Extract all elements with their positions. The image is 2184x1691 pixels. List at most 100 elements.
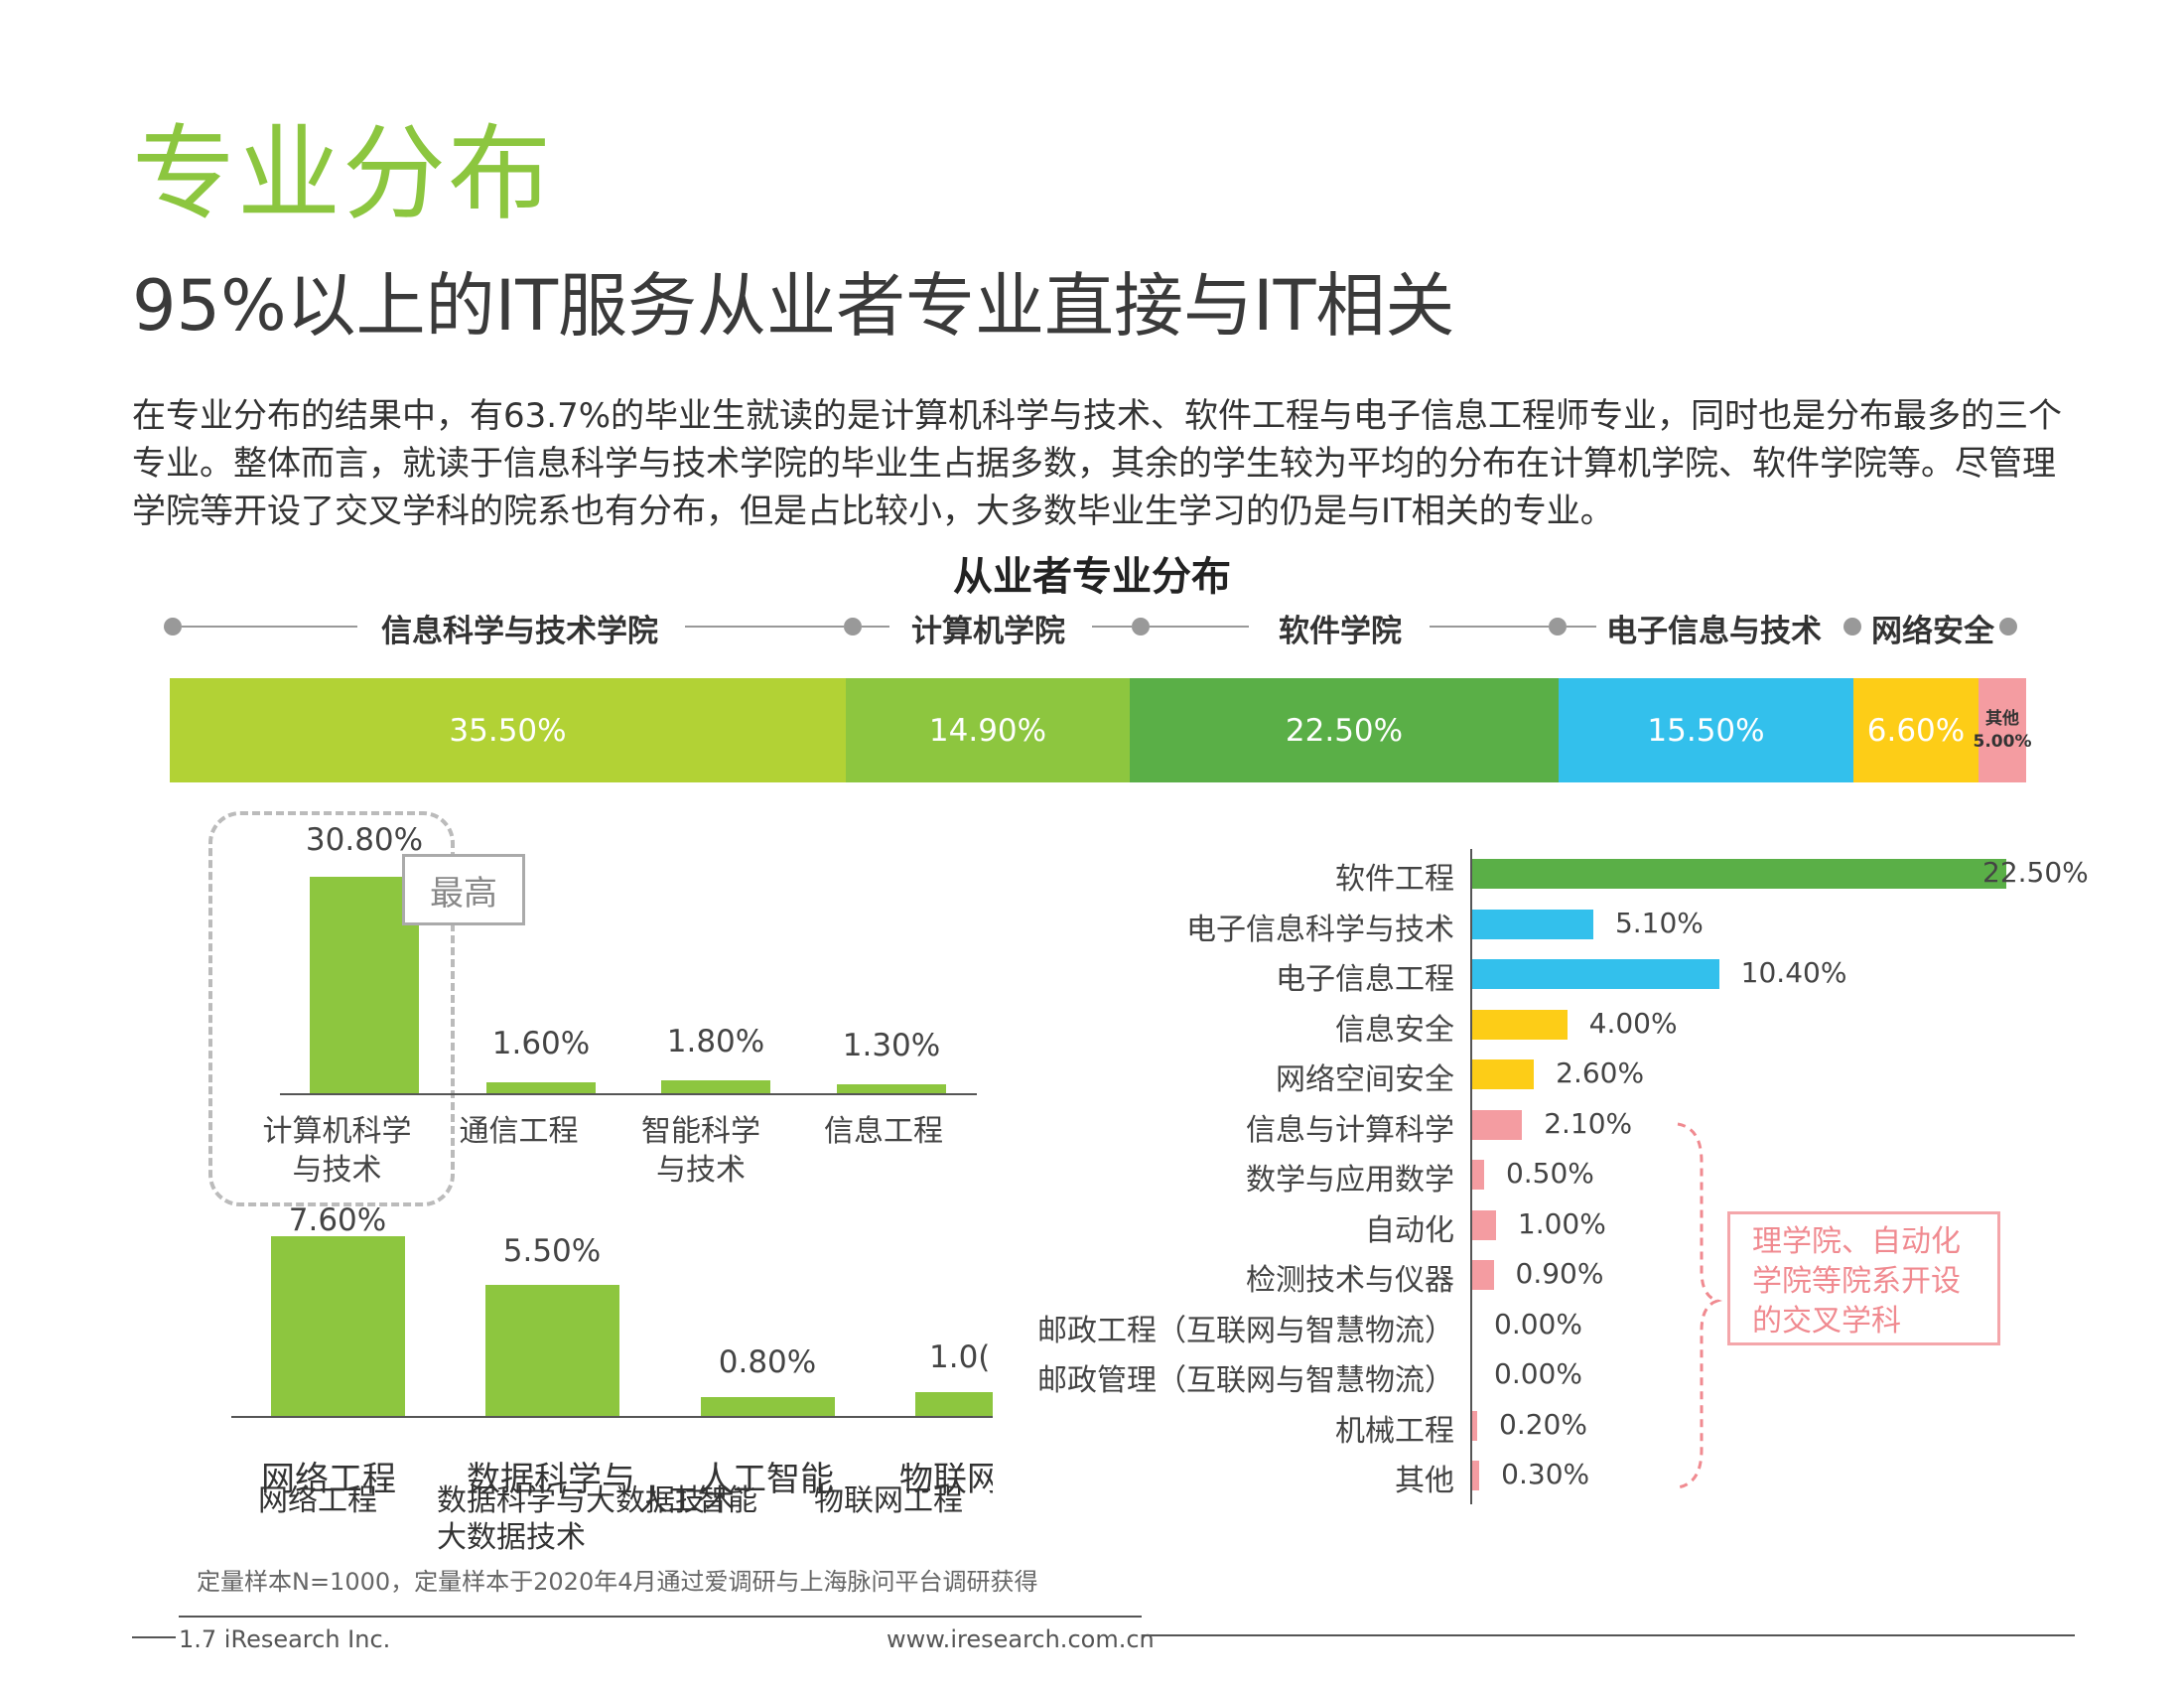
major-bar: [1472, 1160, 1484, 1190]
bar-value-label: 30.80%: [305, 822, 424, 858]
stacked-segment-software: 22.50%: [1130, 678, 1559, 782]
major-category-label: 邮政管理（互联网与智慧物流）: [1037, 1363, 1454, 1398]
major-bar: [1472, 959, 1719, 989]
timeline-line: [182, 626, 357, 628]
major-value-label: 0.00%: [1494, 1307, 1582, 1340]
bar-value-label: 1.0(: [929, 1339, 991, 1375]
segment-value: 14.90%: [928, 712, 1047, 749]
intro-paragraph: 在专业分布的结果中，有63.7%的毕业生就读的是计算机科学与技术、软件工程与电子…: [132, 396, 2063, 531]
major-value-label: 5.10%: [1614, 906, 1704, 939]
category-label: 智能科学与技术: [641, 1114, 760, 1188]
section-title: 专业分布: [132, 113, 554, 234]
footer-url: www.iresearch.com.cn: [887, 1625, 1155, 1653]
major-bar: [1472, 909, 1593, 939]
category-label-overlay: 数据科学与大数据技术: [437, 1483, 735, 1518]
timeline-label-computer: 计算机学院: [911, 614, 1065, 649]
headline: 95%以上的IT服务从业者专业直接与IT相关: [132, 265, 1455, 347]
major-value-label: 0.90%: [1515, 1257, 1604, 1290]
footnote: 定量样本N=1000，定量样本于2020年4月通过爱调研与上海脉问平台调研获得: [197, 1568, 1038, 1596]
major-value-label: 1.00%: [1517, 1206, 1606, 1240]
category-label: 信息工程: [824, 1114, 943, 1149]
bar-ai: [701, 1397, 835, 1416]
segment-value: 22.50%: [1285, 712, 1404, 749]
timeline-line: [1150, 626, 1249, 628]
timeline-label-electronic: 电子信息与技术: [1606, 614, 1822, 649]
timeline-line: [1567, 626, 1596, 628]
category-label: 物联网: [899, 1463, 993, 1496]
bracket-annotation-icon: [1677, 1122, 1723, 1489]
major-category-label: 网络空间安全: [1276, 1062, 1454, 1097]
major-value-label: 0.50%: [1505, 1157, 1594, 1190]
major-category-label: 检测技术与仪器: [1246, 1263, 1454, 1298]
bar-cs: [310, 877, 419, 1093]
bar-info-eng: [837, 1084, 946, 1093]
timeline-dot: [164, 618, 182, 635]
bar-network-eng: [271, 1236, 405, 1416]
major-bar: [1472, 859, 2006, 889]
bar-iot: [915, 1392, 993, 1416]
bar-telecom: [486, 1082, 596, 1093]
highlight-dashed-box: [208, 811, 455, 1206]
category-label: 人工智能: [699, 1460, 834, 1499]
segment-value: 5.00%: [1973, 731, 2032, 752]
stacked-segment-electronic: 15.50%: [1559, 678, 1853, 782]
category-label-overlay: 网络工程: [258, 1483, 377, 1518]
timeline-line: [685, 626, 844, 628]
footnote-rule: [179, 1616, 1142, 1618]
bar-value-label: 0.80%: [718, 1344, 817, 1380]
major-bar: [1472, 1410, 1477, 1441]
major-bar: [1472, 1209, 1496, 1240]
bar-value-label: 1.80%: [666, 1024, 765, 1059]
bar-intel-sci: [661, 1080, 770, 1093]
footer-rule: [132, 1636, 176, 1638]
major-category-label: 电子信息科学与技术: [1186, 912, 1454, 947]
major-category-label: 信息与计算科学: [1246, 1112, 1454, 1148]
major-category-label: 邮政工程（互联网与智慧物流）: [1037, 1313, 1454, 1348]
major-bar: [1472, 1260, 1494, 1290]
x-axis: [280, 1093, 977, 1095]
segment-name: 其他: [1985, 709, 2019, 730]
stacked-segment-other: 其他 5.00%: [1974, 678, 2032, 782]
major-value-label: 0.00%: [1494, 1357, 1582, 1390]
highest-badge: 最高: [402, 854, 525, 925]
major-value-label: 22.50%: [1982, 856, 2089, 889]
timeline-dot: [1132, 618, 1150, 635]
category-label: 网络工程: [261, 1460, 396, 1499]
timeline-dot: [1549, 618, 1567, 635]
annotation-box: 理学院、自动化学院等院系开设的交叉学科: [1727, 1211, 2000, 1345]
stacked-segment-netsec: 6.60%: [1853, 678, 1979, 782]
bar-value-label: 7.60%: [288, 1202, 387, 1238]
timeline-line: [1430, 626, 1549, 628]
stacked-segment-info-sci: 35.50%: [170, 678, 846, 782]
major-value-label: 10.40%: [1740, 956, 1847, 989]
major-category-label: 信息安全: [1335, 1012, 1454, 1048]
footer-rule: [1142, 1634, 2075, 1636]
major-value-label: 0.30%: [1501, 1458, 1590, 1490]
timeline-line: [1092, 626, 1132, 628]
category-label: 通信工程: [459, 1114, 579, 1149]
segment-value: 15.50%: [1647, 712, 1765, 749]
major-bar: [1472, 1059, 1535, 1089]
segment-value: 6.60%: [1866, 712, 1966, 749]
major-bar: [1472, 1109, 1523, 1140]
chart-title: 从业者专业分布: [953, 554, 1231, 600]
timeline-dot: [1999, 618, 2017, 635]
major-value-label: 0.20%: [1499, 1407, 1587, 1441]
major-category-label: 自动化: [1365, 1212, 1454, 1248]
bar-data-science: [485, 1285, 619, 1416]
major-value-label: 4.00%: [1588, 1006, 1678, 1040]
major-category-label: 机械工程: [1335, 1413, 1454, 1449]
category-label: 计算机科学与技术: [262, 1114, 412, 1188]
major-category-label: 其他: [1395, 1464, 1454, 1498]
major-category-label: 数学与应用数学: [1246, 1163, 1454, 1198]
timeline-dot: [844, 618, 862, 635]
major-value-label: 2.10%: [1544, 1106, 1633, 1140]
timeline-line: [862, 626, 889, 628]
x-axis: [231, 1416, 993, 1418]
bar-value-label: 5.50%: [502, 1233, 602, 1269]
major-category-label: 软件工程: [1335, 862, 1454, 897]
segment-value: 35.50%: [449, 712, 567, 749]
category-label-overlay: 人工智能: [638, 1483, 757, 1518]
major-bar: [1472, 1461, 1480, 1490]
major-value-label: 2.60%: [1556, 1057, 1645, 1089]
